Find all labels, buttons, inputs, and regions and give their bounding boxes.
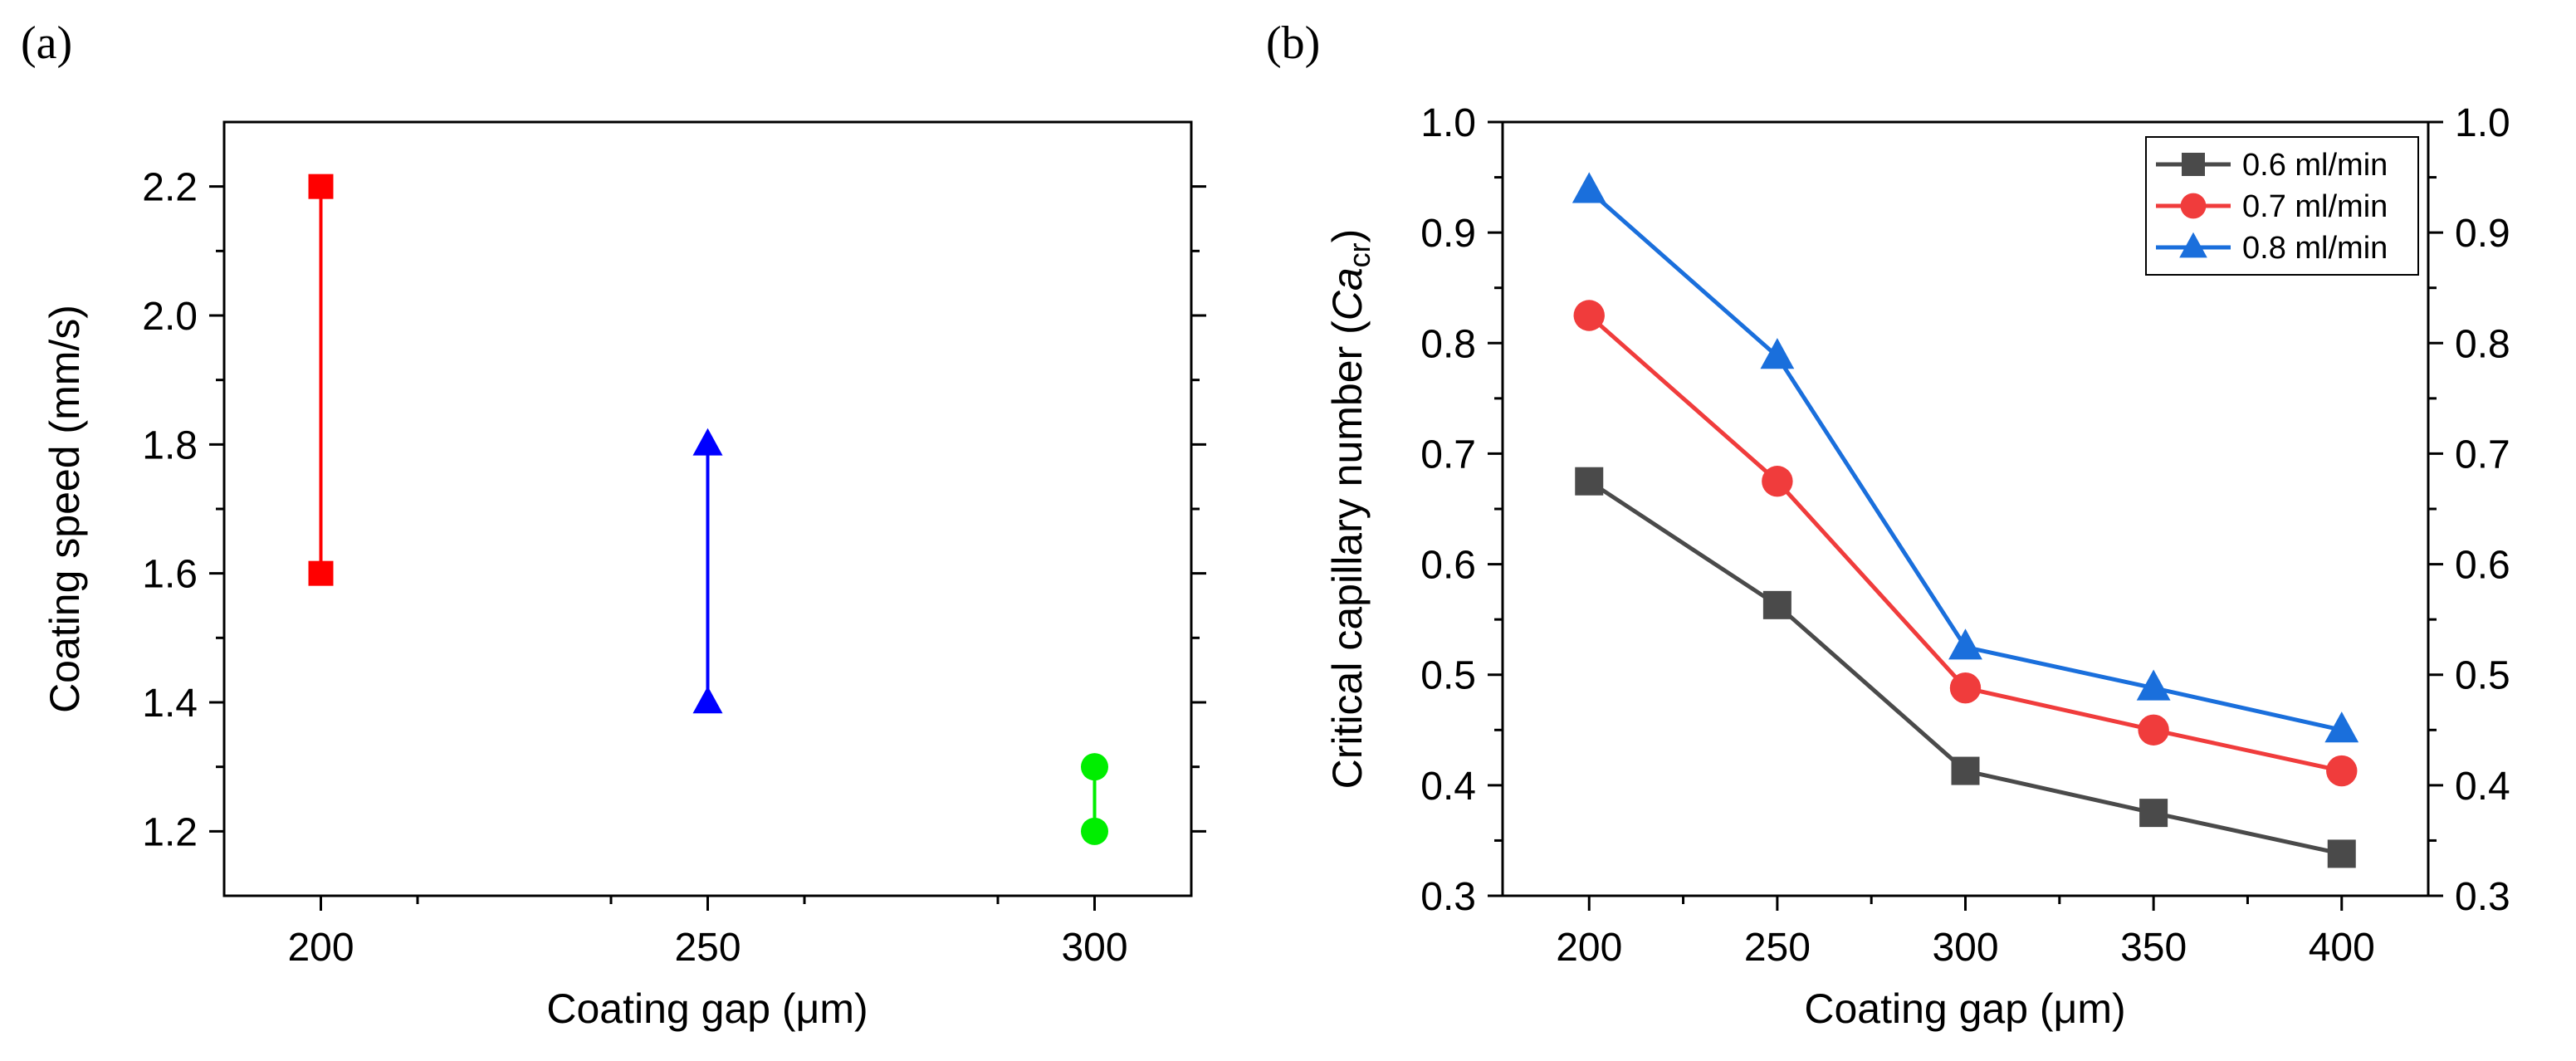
chart-a-x-tick-label: 300 <box>1061 926 1127 970</box>
chart-b-legend-label: 0.6 ml/min <box>2242 148 2388 183</box>
chart-b-data-point <box>1575 467 1604 496</box>
chart-b-y-tick-label-right: 0.8 <box>2455 322 2510 366</box>
chart-b-legend-label: 0.8 ml/min <box>2242 231 2388 266</box>
chart-a-data-point <box>1081 817 1108 845</box>
chart-b-data-point <box>1762 590 1791 619</box>
chart-b-data-point <box>2139 799 2168 828</box>
chart-b-series-line <box>1587 479 2343 856</box>
chart-a: 200 250 300 1.2 1.4 1.6 1.8 2.0 2.2 Coating gap … <box>42 120 1206 1032</box>
chart-b-y-tick-label-right: 0.4 <box>2455 765 2510 809</box>
chart-b-data-point <box>2324 711 2359 743</box>
panel-label-b: (b) <box>1266 17 1320 69</box>
chart-b-y-tick-label-right: 0.5 <box>2455 654 2510 698</box>
chart-b-ticks: 200 250 300 350 400 0.3 0.3 0.4 0.4 0.5 0.5 0.6 0.6 0… <box>1420 101 2510 970</box>
chart-b-y-axis-title-prefix: Critical capillary number ( <box>1324 320 1371 789</box>
chart-a-y-tick-label: 1.2 <box>142 810 198 854</box>
chart-b-y-tick-label: 0.5 <box>1420 654 1476 698</box>
chart-a-x-tick-label: 250 <box>674 926 741 970</box>
chart-b-data-point <box>1572 172 1606 203</box>
chart-b-y-tick-label: 1.0 <box>1420 101 1476 145</box>
chart-b-data-point <box>1573 300 1605 331</box>
chart-b-legend-label: 0.7 ml/min <box>2242 189 2388 224</box>
chart-b-data-point <box>2138 714 2169 746</box>
chart-b-y-tick-label: 0.6 <box>1420 544 1476 588</box>
chart-a-x-tick-label: 200 <box>287 926 354 970</box>
chart-b-y-axis-title-subscript: cr <box>1342 242 1376 267</box>
chart-b-x-tick-label: 250 <box>1744 926 1811 970</box>
chart-b-data-point <box>1949 672 1982 704</box>
chart-b-y-tick-label: 0.9 <box>1420 212 1476 256</box>
chart-b-y-tick-label: 0.4 <box>1420 765 1476 809</box>
chart-a-data <box>308 174 1108 845</box>
chart-b-data-point <box>2326 755 2358 787</box>
chart-b: 200 250 300 350 400 0.3 0.3 0.4 0.4 0.5 0.5 0.6 0.6 0… <box>1324 101 2510 1032</box>
chart-b-data-point <box>1760 338 1795 369</box>
chart-b-y-tick-label: 0.7 <box>1420 433 1476 477</box>
chart-a-ticks: 200 250 300 1.2 1.4 1.6 1.8 2.0 2.2 <box>142 166 1206 970</box>
chart-b-y-tick-label: 0.8 <box>1420 322 1476 366</box>
chart-b-legend-marker <box>2180 193 2207 219</box>
chart-b-data-point <box>2136 669 2171 701</box>
chart-b-y-tick-label-right: 0.6 <box>2455 544 2510 588</box>
chart-b-legend-marker <box>2182 153 2205 176</box>
chart-b-y-tick-label-right: 0.9 <box>2455 212 2510 256</box>
chart-b-y-tick-label-right: 0.3 <box>2455 875 2510 919</box>
chart-a-x-axis-title: Coating gap (μm) <box>546 985 868 1032</box>
chart-b-y-axis-title: Critical capillary number (Cacr) <box>1324 229 1376 790</box>
chart-b-x-tick-label: 300 <box>1932 926 1998 970</box>
chart-b-legend: 0.6 ml/min 0.7 ml/min 0.8 ml/min <box>2145 136 2419 276</box>
chart-b-x-tick-label: 400 <box>2309 926 2375 970</box>
chart-a-y-tick-label: 2.0 <box>142 295 198 339</box>
chart-b-data <box>1572 172 2359 868</box>
chart-b-y-axis-title-italic: Ca <box>1324 267 1371 320</box>
chart-a-data-point <box>1081 753 1108 781</box>
chart-b-x-axis-title: Coating gap (μm) <box>1804 985 2125 1032</box>
chart-a-y-tick-label: 2.2 <box>142 166 198 210</box>
chart-b-y-tick-label-right: 1.0 <box>2455 101 2510 145</box>
chart-b-y-tick-label: 0.3 <box>1420 875 1476 919</box>
chart-a-y-tick-label: 1.6 <box>142 553 198 597</box>
chart-a-y-axis-title: Coating speed (mm/s) <box>42 305 88 713</box>
chart-b-legend-marker <box>2179 232 2207 258</box>
chart-b-y-axis-title-suffix: ) <box>1324 229 1371 243</box>
chart-a-data-point <box>692 686 723 714</box>
chart-b-y-tick-label-right: 0.7 <box>2455 433 2510 477</box>
chart-b-data-point <box>1762 466 1793 497</box>
chart-a-y-tick-label: 1.8 <box>142 423 198 467</box>
chart-b-x-tick-label: 350 <box>2120 926 2187 970</box>
panel-label-a: (a) <box>21 17 72 69</box>
chart-a-data-point <box>308 174 334 199</box>
chart-a-data-point <box>308 560 334 586</box>
chart-b-data-point <box>2327 839 2356 868</box>
chart-a-data-point <box>692 428 723 456</box>
chart-b-data-point <box>1951 756 1980 785</box>
chart-a-y-tick-label: 1.4 <box>142 682 198 726</box>
chart-b-x-tick-label: 200 <box>1556 926 1622 970</box>
chart-b-data-point <box>1948 628 1982 660</box>
